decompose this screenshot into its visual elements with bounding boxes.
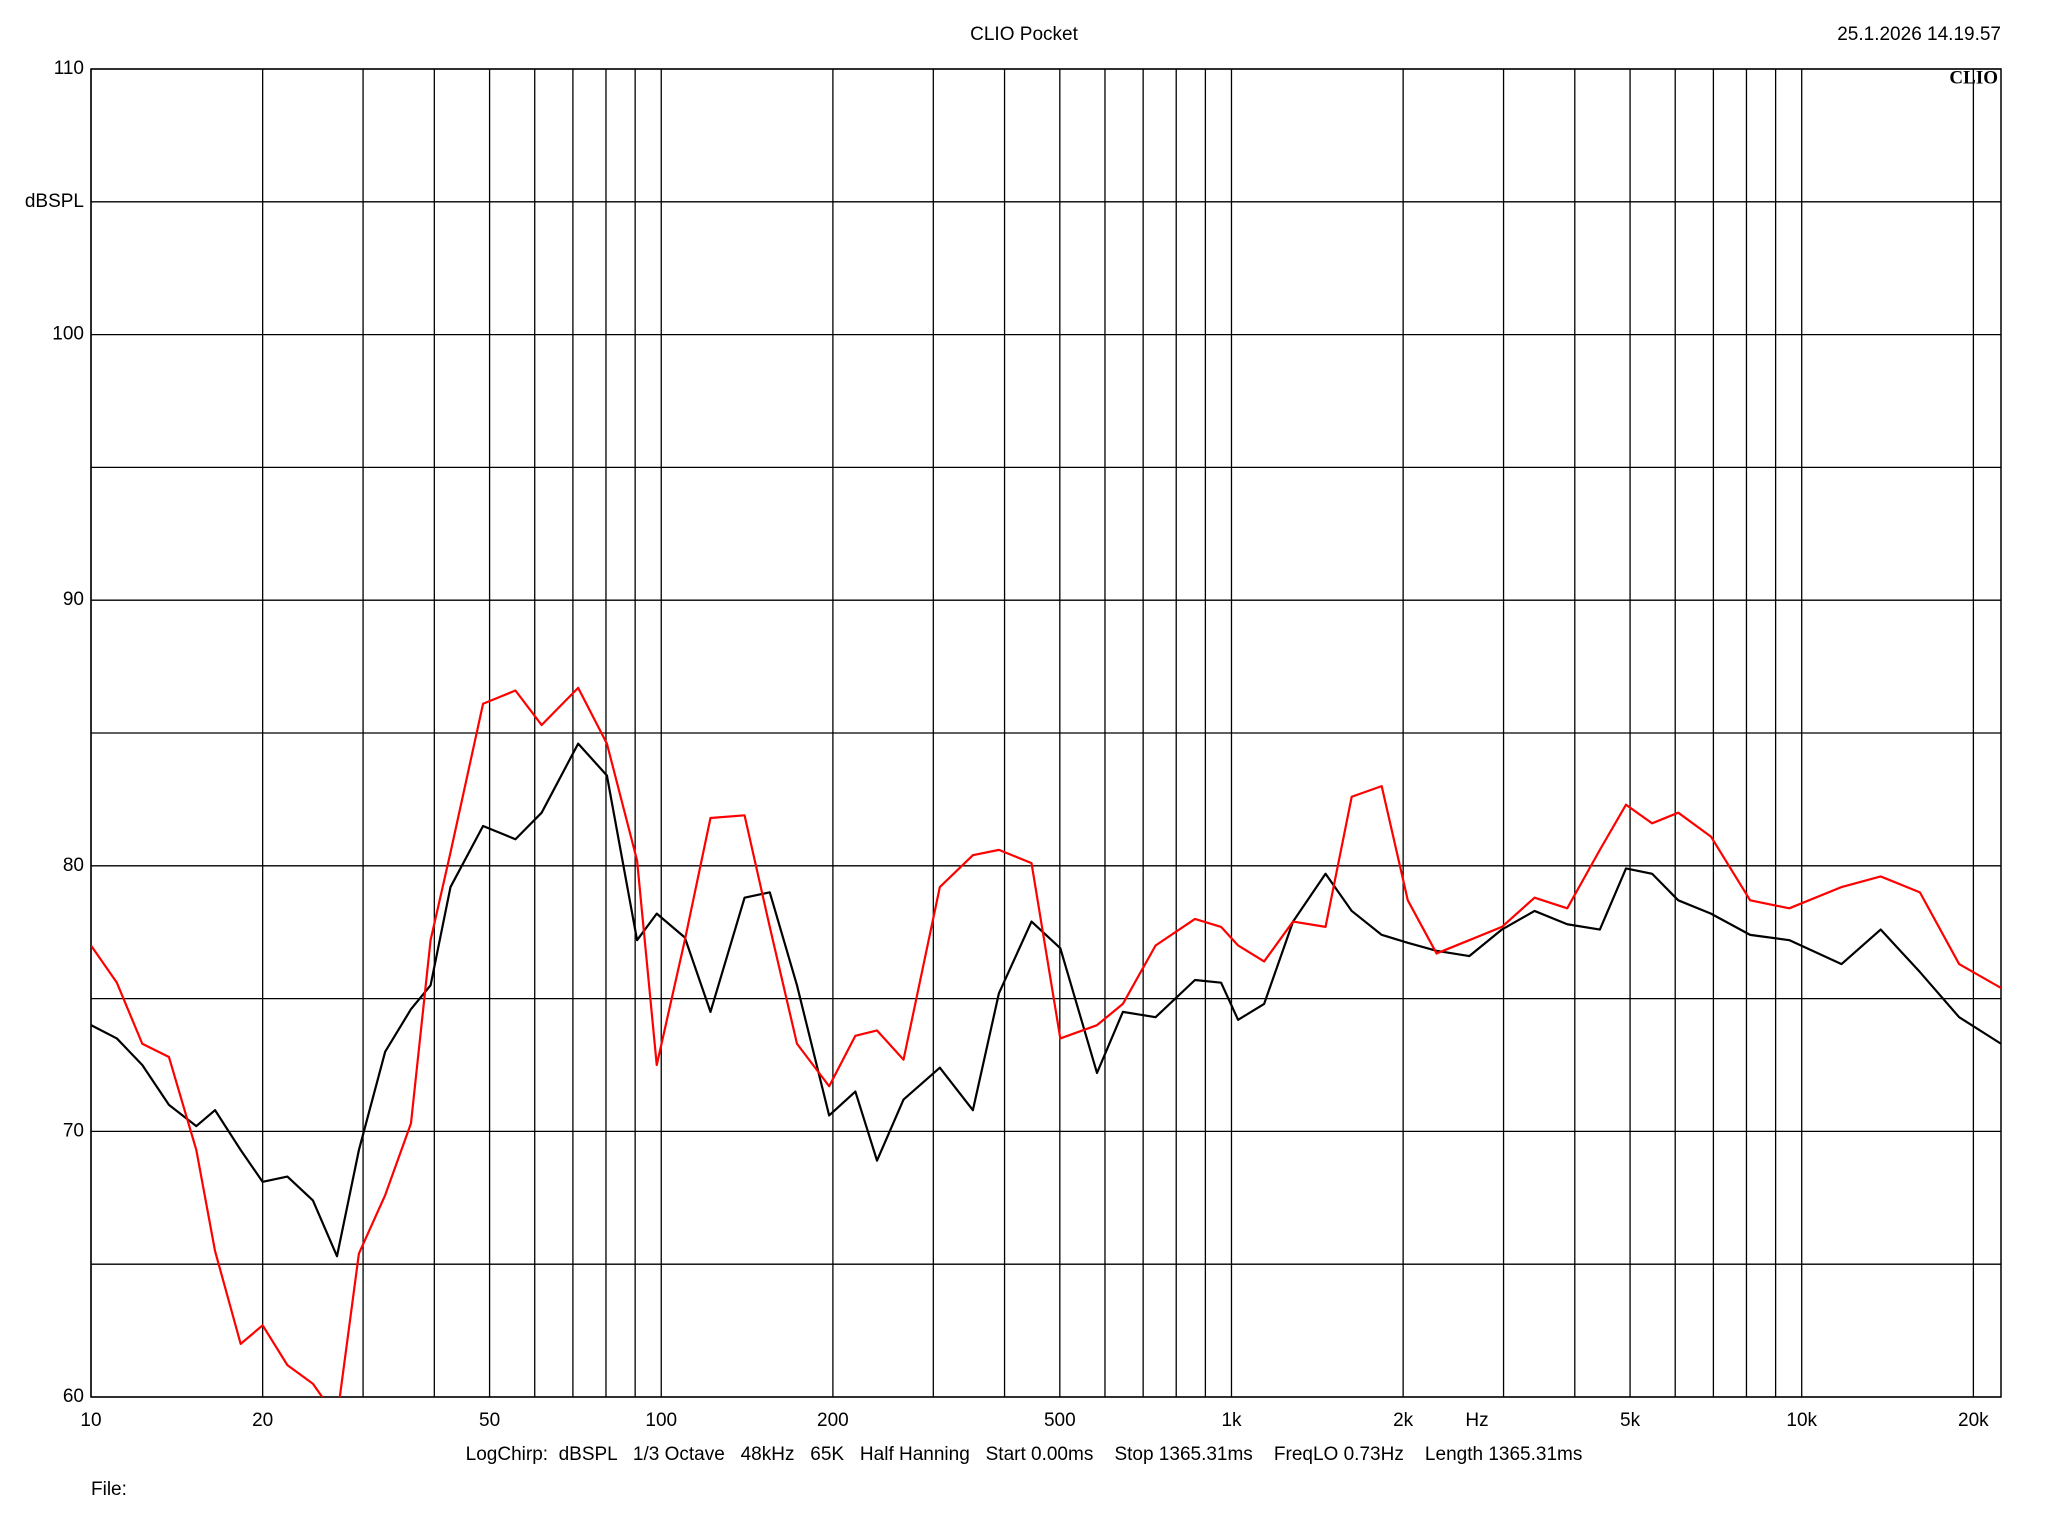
y-tick-label: 110 <box>54 58 84 79</box>
x-tick-label: 500 <box>1044 1410 1076 1431</box>
x-tick-label: 2k <box>1393 1410 1414 1431</box>
timestamp: 25.1.2026 14.19.57 <box>1837 24 2001 45</box>
y-tick-label: 90 <box>63 589 84 610</box>
x-tick-label: 200 <box>817 1410 849 1431</box>
y-axis-label: dBSPL <box>25 191 84 212</box>
chart-title: CLIO Pocket <box>970 24 1078 45</box>
y-tick-label: 60 <box>63 1386 84 1407</box>
file-label: File: <box>91 1479 127 1500</box>
settings-line: LogChirp: dBSPL 1/3 Octave 48kHz 65K Hal… <box>466 1444 1583 1465</box>
x-tick-label: 20k <box>1958 1410 1989 1431</box>
x-tick-label: 5k <box>1620 1410 1641 1431</box>
x-tick-label: 10 <box>80 1410 101 1431</box>
y-tick-label: 70 <box>63 1120 84 1141</box>
plot-area <box>91 686 2001 1397</box>
series-line <box>91 686 2001 1397</box>
x-tick-label: 100 <box>645 1410 677 1431</box>
x-tick-label: 50 <box>479 1410 500 1431</box>
x-tick-label: 10k <box>1786 1410 1817 1431</box>
series-line <box>91 742 2001 1258</box>
y-tick-label: 100 <box>52 324 84 345</box>
y-tick-label: 80 <box>63 855 84 876</box>
x-tick-label: 20 <box>252 1410 273 1431</box>
x-axis-unit: Hz <box>1465 1410 1488 1431</box>
x-tick-label: 1k <box>1221 1410 1242 1431</box>
